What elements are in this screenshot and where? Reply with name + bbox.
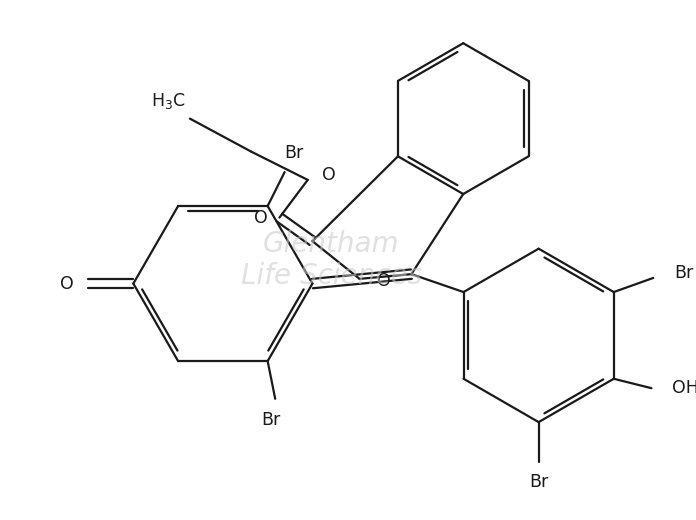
Text: Br: Br [261,411,280,428]
Text: O: O [61,275,74,293]
Text: O: O [322,166,335,184]
Text: O: O [377,272,390,290]
Text: OH: OH [672,379,696,397]
Text: H$_3$C: H$_3$C [150,91,185,111]
Text: Br: Br [674,264,693,282]
Text: Br: Br [285,144,304,162]
Text: O: O [254,209,268,227]
Text: Br: Br [529,473,548,491]
Text: Glentham
Life Sciences: Glentham Life Sciences [241,230,422,290]
